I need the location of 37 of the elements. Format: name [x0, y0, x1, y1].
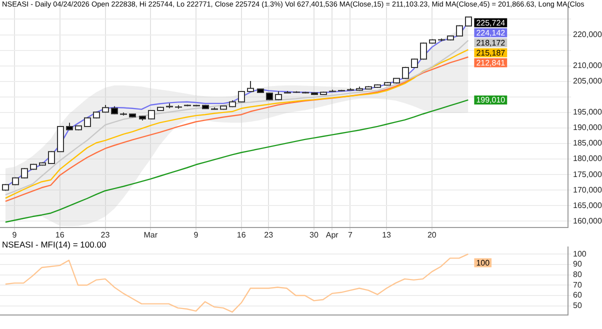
data-label: 100	[476, 258, 490, 268]
y-tick-label: 210,000	[573, 61, 602, 70]
y-tick-label: 170,000	[573, 185, 602, 194]
y-tick-label: 80	[573, 270, 582, 279]
y-tick-label: 60	[573, 290, 582, 300]
y-tick-label: 90	[573, 260, 582, 269]
x-tick-label: 20	[427, 230, 437, 240]
y-tick-label: 50	[573, 301, 582, 310]
x-tick-label: 16	[236, 230, 246, 240]
text: 225,724	[476, 18, 506, 28]
y-tick-label: 165,000	[573, 200, 602, 210]
x-tick-label: Apr	[326, 230, 339, 240]
data-label: 199,010	[476, 96, 506, 105]
y-tick-label: 205,000	[573, 76, 602, 86]
x-tick-label: 9	[12, 230, 18, 240]
x-tick-label: 13	[382, 230, 392, 240]
data-label: 212,841	[476, 58, 506, 68]
y-tick-label: 100	[573, 249, 587, 258]
y-tick-label: 175,000	[573, 170, 602, 179]
chart-title: NSEASI - MFI(14) = 100.00	[2, 240, 106, 250]
y-tick-label: 190,000	[573, 123, 602, 132]
y-tick-label: 70	[573, 280, 582, 290]
data-label: 215,187	[476, 48, 506, 58]
x-tick-label: 9	[194, 230, 199, 240]
x-tick-label: 16	[55, 230, 65, 240]
data-label: 218,172	[476, 38, 506, 48]
y-tick-label: 220,000	[573, 30, 602, 39]
y-tick-label: 195,000	[573, 108, 602, 117]
y-tick-label: 160,000	[573, 216, 602, 226]
x-tick-label: 23	[100, 230, 110, 240]
data-label: 224,142	[476, 28, 506, 38]
x-tick-label: Mar	[144, 230, 158, 240]
x-tick-label: 30	[309, 230, 319, 240]
x-tick-label: 7	[348, 230, 354, 240]
y-tick-label: 185,000	[573, 138, 602, 148]
y-tick-label: 180,000	[573, 154, 602, 164]
x-tick-label: 23	[264, 230, 274, 240]
